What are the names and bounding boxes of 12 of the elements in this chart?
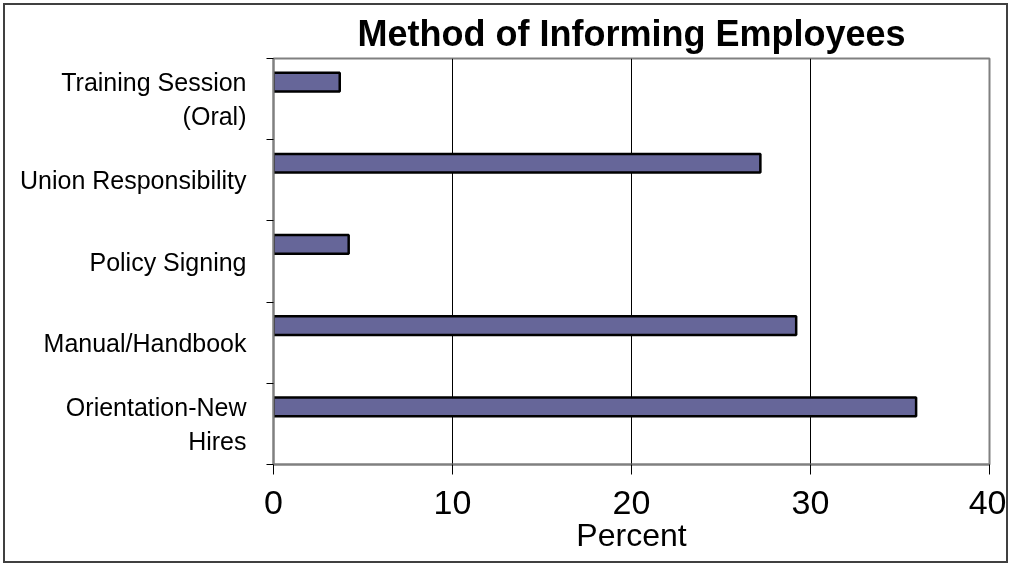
bar	[273, 233, 350, 256]
chart-title: Method of Informing Employees	[357, 12, 906, 54]
x-tick-label: 30	[791, 482, 830, 521]
y-tick-label: Training Session (Oral)	[61, 68, 247, 130]
x-tick-label: 10	[433, 482, 472, 521]
x-tick-label: 0	[264, 482, 283, 521]
y-tick-label: Orientation-New Hires	[65, 393, 248, 455]
bar	[273, 71, 341, 93]
x-tick-label: 40	[968, 482, 1007, 521]
y-tick-label: Policy Signing	[89, 247, 247, 276]
y-tick-label: Union Responsibility	[20, 166, 247, 195]
y-tick-label: Manual/Handbook	[43, 328, 247, 357]
